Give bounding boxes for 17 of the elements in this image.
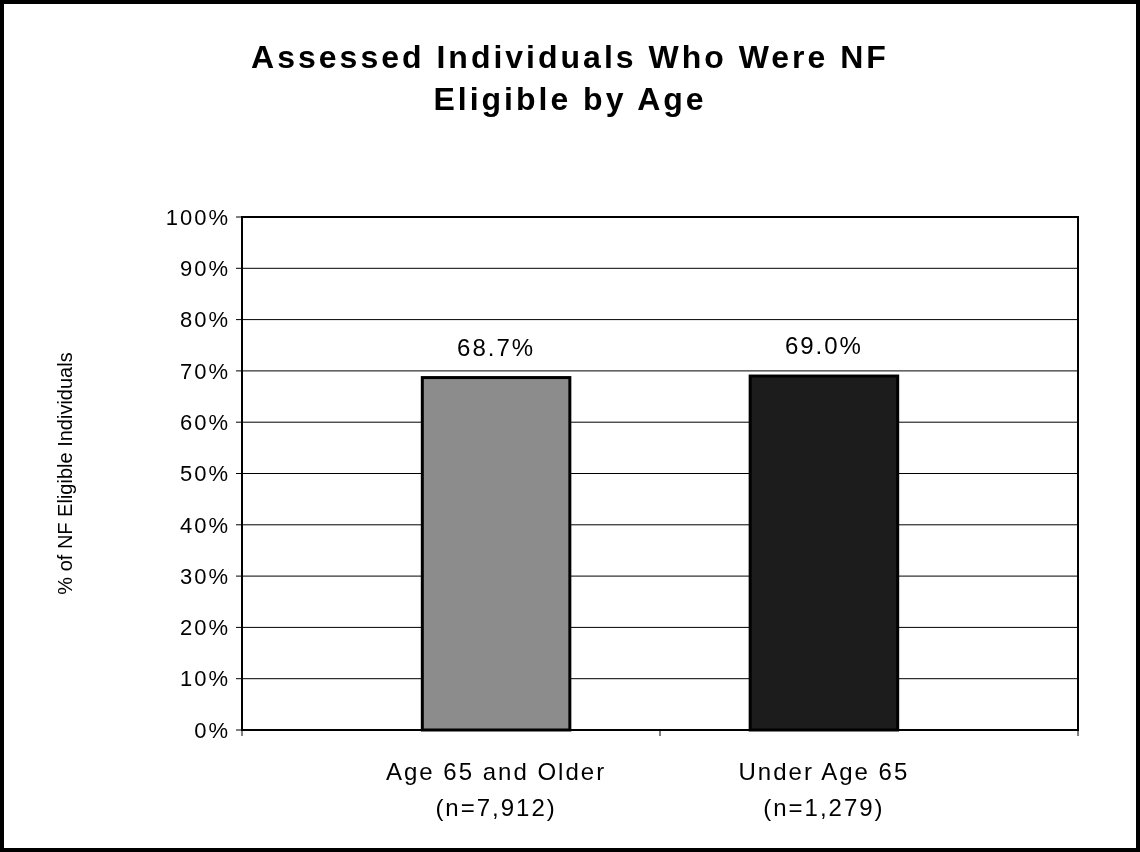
y-tick-label: 50%	[179, 461, 230, 487]
chart-title: Assessed Individuals Who Were NF Eligible by Age	[251, 39, 889, 117]
x-tick-label: Under Age 65 (n=1,279)	[738, 758, 910, 821]
y-tick-label: 60%	[179, 409, 230, 435]
x-tick-label: Age 65 and Older (n=7,912)	[386, 758, 607, 821]
y-tick-label: 30%	[179, 563, 230, 589]
y-tick-label: 40%	[179, 512, 230, 538]
data-label: 69.0%	[784, 332, 863, 360]
data-label: 68.7%	[457, 333, 536, 361]
y-tick-label: 0%	[194, 717, 230, 743]
y-tick-label: 20%	[179, 615, 230, 641]
y-tick-label: 100%	[165, 204, 230, 230]
y-tick-label: 80%	[179, 307, 230, 333]
y-axis-title: % of NF Eligible Individuals	[54, 352, 76, 595]
y-tick-label: 70%	[179, 358, 230, 384]
y-tick-label: 90%	[179, 256, 230, 281]
y-tick-label: 10%	[179, 666, 230, 692]
